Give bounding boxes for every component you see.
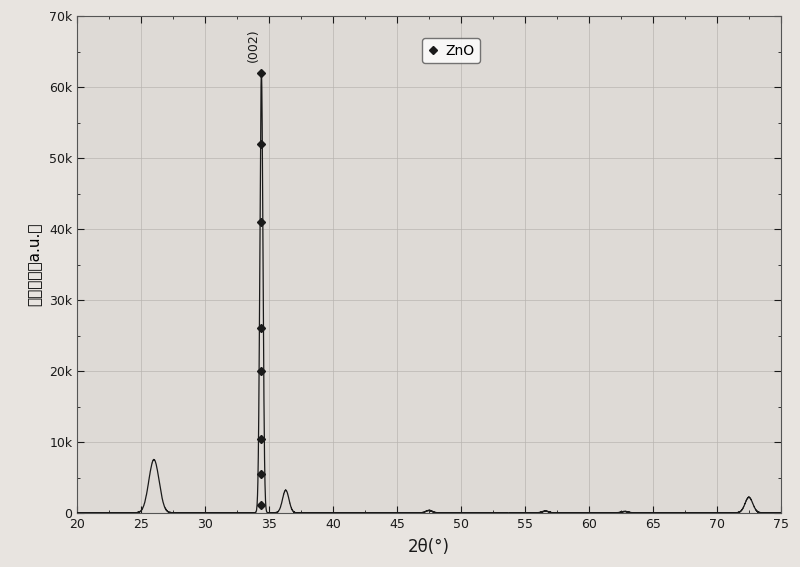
ZnO	[257, 367, 266, 374]
ZnO	[257, 435, 266, 442]
Line: ZnO: ZnO	[258, 70, 265, 507]
Text: (002): (002)	[247, 29, 260, 62]
ZnO	[257, 141, 266, 147]
Y-axis label: 衍射强度（a.u.）: 衍射强度（a.u.）	[27, 223, 42, 306]
Legend: ZnO: ZnO	[422, 38, 480, 63]
ZnO	[257, 471, 266, 477]
ZnO	[257, 325, 266, 332]
X-axis label: 2θ(°): 2θ(°)	[408, 538, 450, 556]
ZnO	[257, 70, 266, 77]
ZnO	[257, 219, 266, 226]
ZnO	[257, 501, 266, 508]
